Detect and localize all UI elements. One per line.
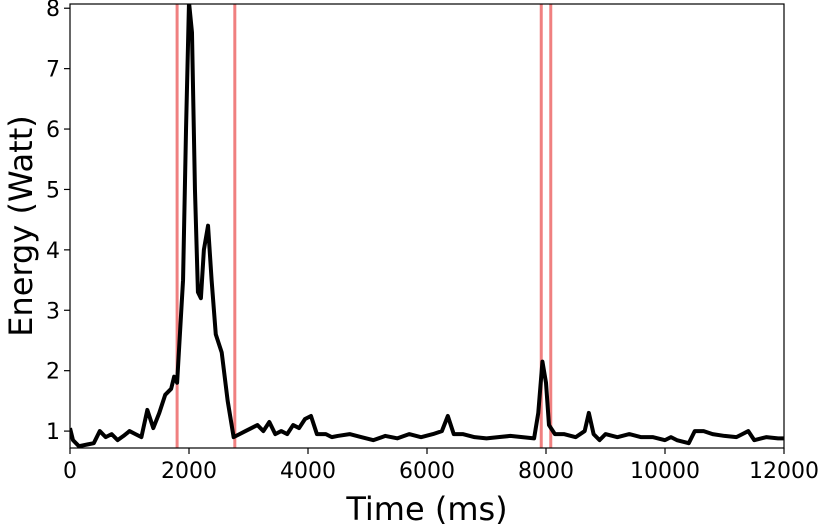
x-tick-label: 6000 xyxy=(399,459,455,484)
y-tick-label: 2 xyxy=(46,360,60,385)
data-line xyxy=(70,4,784,448)
y-tick-label: 5 xyxy=(46,178,60,203)
y-tick-label: 7 xyxy=(46,58,60,83)
y-tick-label: 3 xyxy=(46,299,60,324)
y-tick-label: 6 xyxy=(46,118,60,143)
x-tick-label: 4000 xyxy=(280,459,336,484)
x-tick-label: 10000 xyxy=(630,459,700,484)
x-tick-label: 8000 xyxy=(518,459,574,484)
y-tick-label: 4 xyxy=(46,239,60,264)
plot-frame xyxy=(69,3,785,449)
x-axis-label: Time (ms) xyxy=(345,490,507,528)
y-tick-label: 8 xyxy=(46,0,60,22)
x-tick-label: 0 xyxy=(63,459,77,484)
x-tick-label: 12000 xyxy=(749,459,819,484)
y-tick-label: 1 xyxy=(46,420,60,445)
x-tick-label: 2000 xyxy=(161,459,217,484)
y-axis-label: Energy (Watt) xyxy=(2,115,40,336)
